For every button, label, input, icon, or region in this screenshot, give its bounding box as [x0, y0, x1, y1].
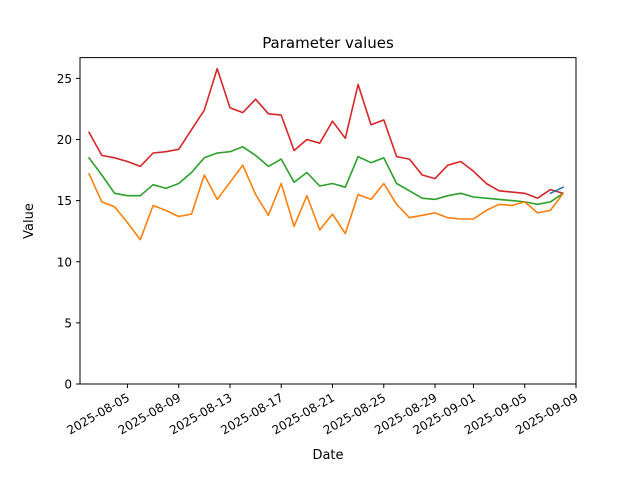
chart-title: Parameter values — [262, 34, 394, 52]
y-tick-label: 25 — [57, 72, 72, 86]
series-red-line — [88, 67, 564, 199]
y-tick-label: 15 — [57, 194, 72, 208]
y-tick-label: 20 — [57, 133, 72, 147]
y-tick-label: 10 — [57, 255, 72, 269]
plot-area: 05101520252025-08-052025-08-092025-08-13… — [57, 57, 581, 437]
series-blue-line — [549, 186, 564, 195]
y-axis-label: Value — [22, 203, 37, 239]
x-axis-label: Date — [312, 448, 343, 463]
y-tick-label: 0 — [64, 378, 72, 392]
axes-spines — [79, 57, 577, 385]
series-green-line — [88, 146, 564, 206]
y-tick-label: 5 — [64, 316, 72, 330]
series-orange-line — [88, 164, 564, 241]
